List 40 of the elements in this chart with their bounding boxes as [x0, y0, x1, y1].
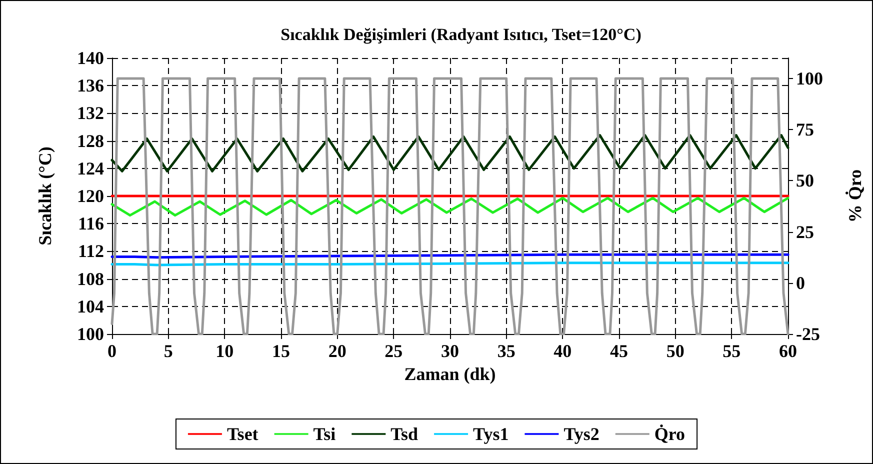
- y2-tick-label: 0: [796, 272, 805, 293]
- legend-label: Q̇ro: [654, 424, 686, 444]
- y-tick-label: 124: [77, 158, 104, 178]
- legend-label: Tys1: [473, 424, 509, 444]
- legend-label: Tset: [226, 424, 258, 444]
- x-tick-label: 5: [164, 341, 173, 361]
- y-tick-label: 120: [77, 186, 104, 206]
- x-tick-label: 10: [216, 341, 234, 361]
- x-axis-title: Zaman (dk): [404, 364, 496, 384]
- x-tick-label: 55: [722, 341, 741, 361]
- x-tick-label: 15: [272, 341, 290, 361]
- y2-tick-label: 25: [796, 222, 814, 242]
- x-tick-label: 45: [610, 341, 628, 361]
- x-tick-label: 60: [779, 341, 797, 361]
- y-tick-label: 128: [77, 130, 104, 151]
- chart-title: Sıcaklık Değişimleri (Radyant Isıtıcı, Tset=120°C): [280, 25, 642, 44]
- y-tick-label: 132: [77, 103, 104, 124]
- y-axis-title: Sıcaklık (°C): [35, 146, 55, 246]
- legend-label: Tsi: [313, 424, 336, 444]
- y-tick-label: 116: [78, 214, 104, 234]
- y2-axis-title: % Q̇ro: [844, 169, 865, 223]
- x-tick-label: 0: [108, 341, 116, 361]
- y2-tick-label: 100: [796, 68, 823, 88]
- legend-label: Tys2: [564, 424, 600, 444]
- y2-tick-label: 75: [796, 120, 814, 140]
- x-tick-label: 40: [554, 341, 572, 361]
- y-tick-label: 112: [78, 241, 104, 262]
- y2-tick-label: 50: [796, 170, 814, 191]
- x-tick-label: 25: [384, 341, 403, 361]
- x-tick-label: 50: [666, 341, 684, 361]
- x-tick-label: 20: [328, 341, 346, 361]
- x-tick-label: 30: [441, 341, 459, 361]
- y-tick-label: 136: [77, 76, 104, 96]
- legend-label: Tsd: [390, 424, 418, 444]
- y-tick-label: 104: [77, 296, 104, 316]
- y-tick-label: 100: [77, 324, 104, 344]
- y-tick-label: 108: [77, 268, 104, 289]
- y2-tick-label: -25: [796, 324, 820, 344]
- y-tick-label: 140: [77, 48, 104, 68]
- x-tick-label: 35: [497, 341, 516, 361]
